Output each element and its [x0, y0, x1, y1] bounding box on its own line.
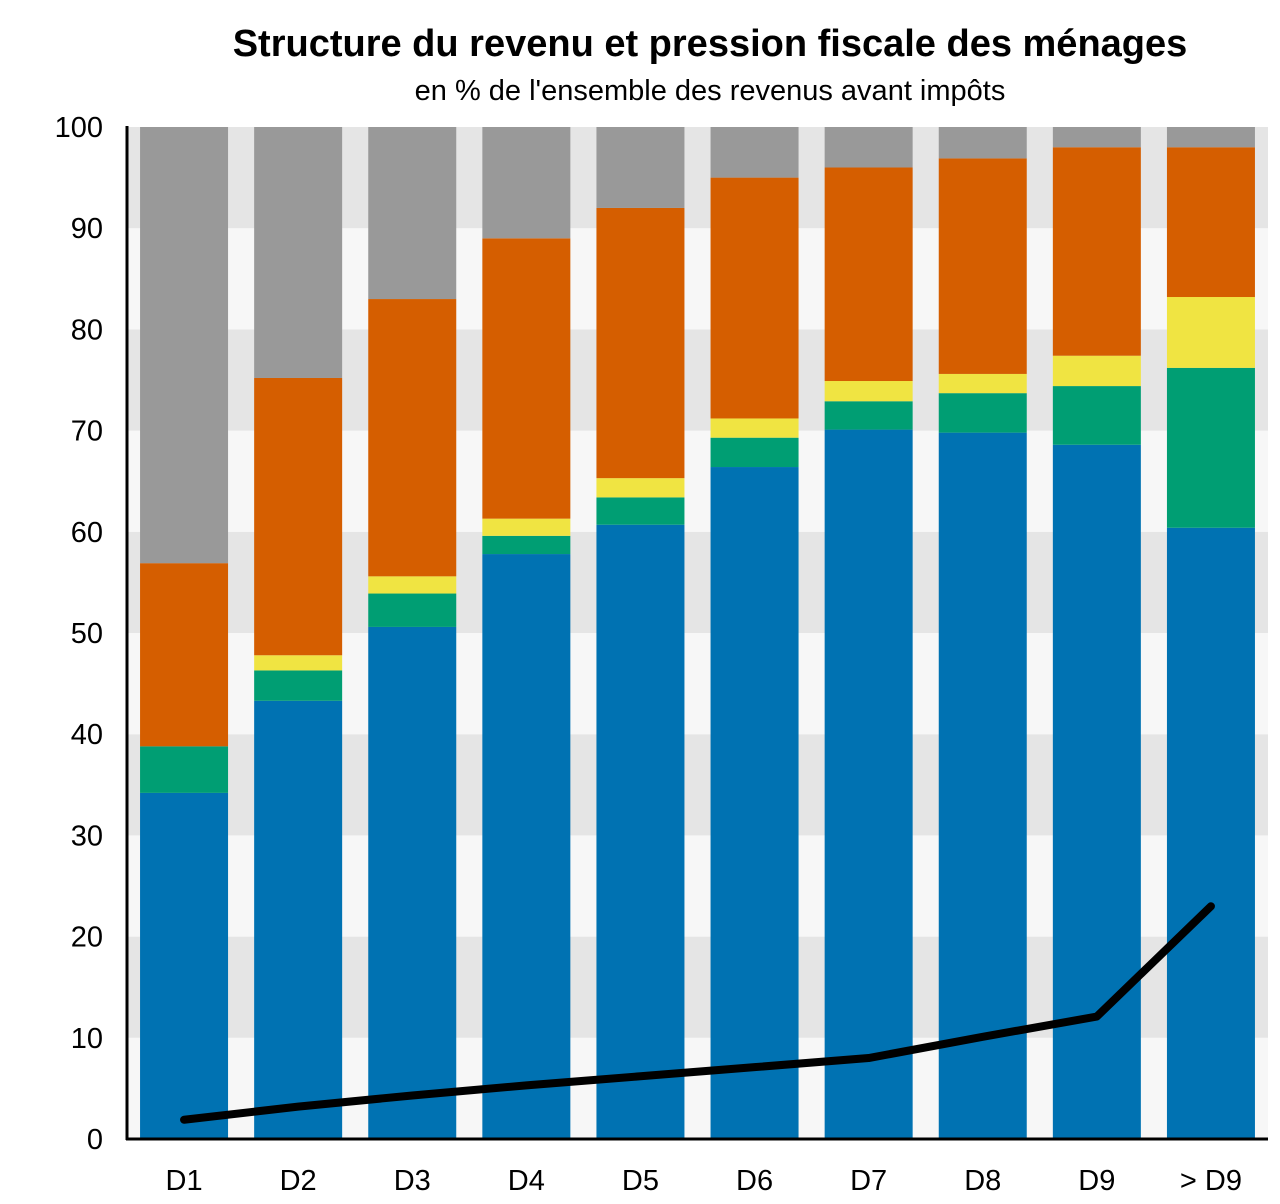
bar-segment-green [368, 593, 457, 627]
bar-segment-orange [1166, 147, 1255, 298]
x-tick-label: D8 [964, 1165, 1001, 1197]
y-tick-label: 20 [71, 922, 103, 954]
bar-segment-grey [254, 127, 343, 378]
bar-segment-orange [824, 167, 913, 382]
tax-pressure-line [180, 902, 1215, 1124]
bar-segment-orange [596, 207, 685, 479]
bar-segment-grey [1052, 127, 1141, 148]
y-tick-label: 90 [71, 213, 103, 245]
x-tick-label: D9 [1078, 1165, 1115, 1197]
bar-segment-orange [140, 563, 229, 747]
x-tick-label: D5 [622, 1165, 659, 1197]
bar-segment-grey [1166, 127, 1255, 148]
y-tick-label: 10 [71, 1023, 103, 1055]
y-tick-label: 60 [71, 517, 103, 549]
x-tick-label: D3 [394, 1165, 431, 1197]
bar-segment-blue [368, 626, 457, 1139]
y-tick-labels: 0 10 20 30 40 50 60 70 80 90 100 [55, 112, 103, 1156]
bar-segment-blue [938, 432, 1027, 1139]
bar-segment-grey [140, 127, 229, 564]
bar-segment-yellow [254, 655, 343, 671]
y-tick-label: 80 [71, 314, 103, 346]
bar-segment-grey [938, 127, 1027, 159]
bar-segment-green [1166, 367, 1255, 528]
bar-segment-orange [482, 238, 571, 519]
bar-segment-green [140, 746, 229, 793]
bar-segment-green [596, 497, 685, 525]
x-tick-labels: D1 D2 D3 D4 D5 D6 D7 D8 D9 > D9 [166, 1165, 1242, 1197]
bar-segment-grey [368, 127, 457, 300]
bar-segment-blue [254, 700, 343, 1139]
y-tick-label: 0 [87, 1124, 103, 1156]
bar-segment-orange [254, 377, 343, 656]
bar-segment-green [710, 437, 799, 468]
bar-segment-yellow [710, 418, 799, 438]
bar-segment-grey [824, 127, 913, 168]
y-tick-label: 70 [71, 416, 103, 448]
bar-segment-blue [482, 554, 571, 1139]
bar-segment-blue [1052, 444, 1141, 1139]
bar-segment-yellow [1052, 355, 1141, 387]
x-tick-label: D4 [508, 1165, 545, 1197]
bar-segment-yellow [1166, 297, 1255, 368]
bar-segment-blue [710, 467, 799, 1140]
bar-segment-orange [710, 177, 799, 419]
bar-segment-green [482, 535, 571, 555]
bar-segment-yellow [596, 478, 685, 498]
bar-segment-grey [482, 127, 571, 239]
x-tick-label: D7 [850, 1165, 887, 1197]
bar-segment-orange [1052, 147, 1141, 356]
bar-segment-green [824, 401, 913, 430]
bar-segment-blue [824, 429, 913, 1139]
y-tick-label: 40 [71, 719, 103, 751]
bar-segment-yellow [368, 576, 457, 594]
bar-segment-blue [596, 524, 685, 1139]
bar-segment-yellow [938, 373, 1027, 394]
bar-segment-green [1052, 386, 1141, 445]
x-tick-label: D6 [736, 1165, 773, 1197]
y-tick-label: 30 [71, 820, 103, 852]
tax-pressure-line-group [180, 902, 1215, 1124]
bar-segment-grey [596, 127, 685, 208]
x-tick-label: D2 [280, 1165, 317, 1197]
axes-group [125, 126, 1268, 1141]
bar-segment-blue [140, 792, 229, 1139]
bar-segment-yellow [482, 518, 571, 536]
bar-segment-orange [938, 158, 1027, 374]
y-tick-label: 100 [55, 112, 103, 144]
x-tick-label: > D9 [1180, 1165, 1242, 1197]
y-tick-label: 50 [71, 618, 103, 650]
chart-subtitle: en % de l'ensemble des revenus avant imp… [415, 75, 1006, 107]
x-tick-label: D1 [166, 1165, 203, 1197]
bars-group [140, 127, 1255, 1140]
bar-segment-blue [1166, 527, 1255, 1139]
bar-segment-green [938, 393, 1027, 433]
chart-title: Structure du revenu et pression fiscale … [233, 23, 1188, 65]
bar-segment-green [254, 670, 343, 701]
bar-segment-grey [710, 127, 799, 178]
bar-segment-yellow [824, 381, 913, 402]
bar-segment-orange [368, 299, 457, 577]
